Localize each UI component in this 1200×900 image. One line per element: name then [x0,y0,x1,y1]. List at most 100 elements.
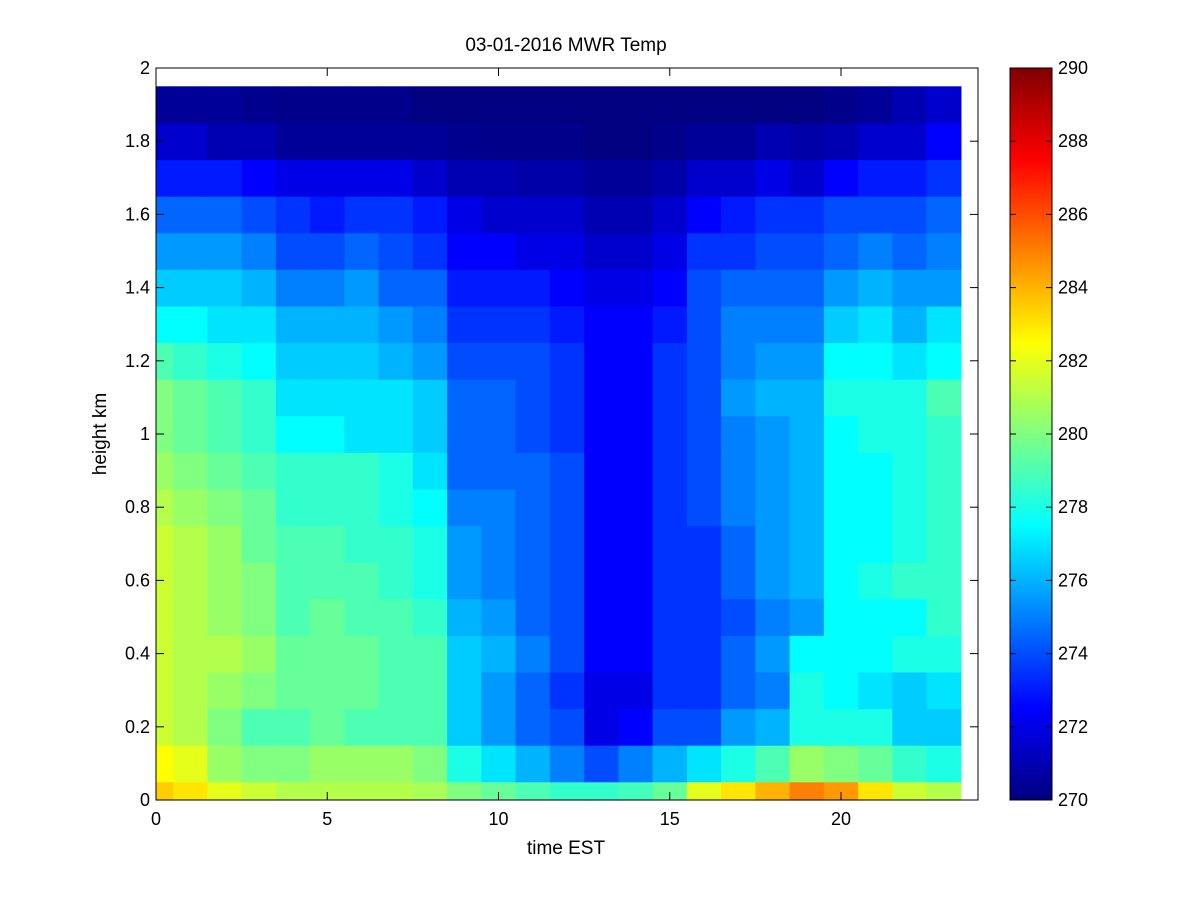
heatmap-cell [344,708,380,746]
heatmap-cell [549,488,585,527]
heatmap-cell [823,379,859,417]
heatmap-cell [549,269,585,307]
heatmap-cell [652,159,688,197]
heatmap-cell [686,452,722,490]
heatmap-cell [310,745,345,783]
heatmap-cell [241,781,277,801]
heatmap-cell [275,305,311,344]
heatmap-cell [858,598,893,636]
heatmap-cell [892,635,928,673]
heatmap-cell [549,86,585,124]
heatmap-cell [755,305,791,344]
heatmap-cell [926,452,962,490]
y-tick-label: 1 [140,424,150,444]
heatmap-cell [207,598,243,636]
heatmap-cell [755,269,791,307]
heatmap-cell [173,379,208,417]
heatmap-cell [275,745,311,783]
heatmap-cell [378,86,414,124]
heatmap-cell [515,708,551,746]
heatmap-cell [447,269,482,307]
heatmap-cell [378,488,414,527]
heatmap-cell [310,305,345,344]
heatmap-cell [755,159,791,197]
heatmap-cell [207,452,243,490]
heatmap-cell [926,488,962,527]
colorbar: 270 272 274 276 278 280 282 284 286 288 290 [1009,58,1088,810]
heatmap-cell [515,635,551,673]
heatmap-cell [926,269,962,307]
heatmap-cell [823,598,859,636]
heatmap-cell [378,781,414,801]
y-tick-label: 0.2 [125,717,150,737]
heatmap-cell [412,635,448,673]
heatmap-cell [549,671,585,710]
heatmap-cell [858,635,893,673]
heatmap-cell [378,562,414,600]
heatmap-cell [926,525,962,563]
heatmap-cell [378,452,414,490]
heatmap-cell [721,415,756,453]
heatmap-cell [823,452,859,490]
heatmap-cell [721,232,756,270]
heatmap-cell [823,562,859,600]
heatmap-cell [207,269,243,307]
heatmap-cell [378,671,414,710]
colorbar-tick-label: 276 [1058,570,1088,590]
heatmap-cell [892,159,928,197]
colorbar-tick-label: 288 [1058,131,1088,151]
heatmap-cell [584,305,619,344]
heatmap-cell [721,671,756,710]
heatmap-cell [755,452,791,490]
heatmap-cell [823,745,859,783]
heatmap-cell [789,635,825,673]
heatmap-cell [892,452,928,490]
heatmap-cell [310,598,345,636]
x-axis-label: time EST [527,838,606,859]
heatmap-cell [721,598,756,636]
heatmap-cell [584,269,619,307]
heatmap-cell [241,708,277,746]
heatmap-cell [652,342,688,380]
heatmap-cell [618,708,654,746]
heatmap-cell [858,745,893,783]
heatmap-cell [156,781,174,801]
heatmap-cell [241,598,277,636]
heatmap-cell [344,269,380,307]
heatmap-cell [892,781,928,801]
heatmap-cell [344,598,380,636]
heatmap-cell [412,415,448,453]
heatmap-cell [344,671,380,710]
heatmap-cell [584,635,619,673]
heatmap-cell [481,525,517,563]
heatmap-cell [310,159,345,197]
heatmap-cell [344,305,380,344]
heatmap-cell [173,86,208,124]
chart-title: 03-01-2016 MWR Temp [465,35,666,56]
heatmap-cell [549,562,585,600]
heatmap-cell [241,415,277,453]
heatmap-cell [823,671,859,710]
heatmap-cell [173,269,208,307]
heatmap-cell [686,708,722,746]
heatmap-cell [378,525,414,563]
heatmap-cell [823,122,859,161]
heatmap-cell [823,708,859,746]
heatmap-cell [207,525,243,563]
heatmap-cell [378,635,414,673]
heatmap-cell [755,488,791,527]
heatmap-cell [412,269,448,307]
heatmap-cell [481,745,517,783]
heatmap-cell [207,671,243,710]
heatmap-cell [755,86,791,124]
heatmap-cell [156,488,174,527]
heatmap-cell [892,708,928,746]
heatmap-cell [789,525,825,563]
heatmap-cell [892,379,928,417]
heatmap-cell [721,745,756,783]
heatmap-cell [344,781,380,801]
heatmap-cell [858,86,893,124]
heatmap-cell [755,598,791,636]
heatmap-cell [515,415,551,453]
heatmap-cell [926,196,962,234]
